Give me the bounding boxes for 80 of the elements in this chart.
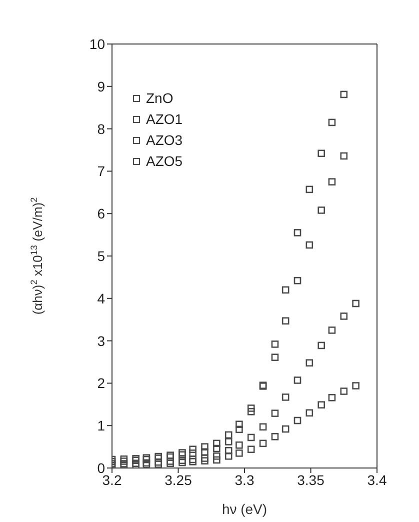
point (178, 449, 186, 456)
point (236, 420, 243, 428)
point (352, 382, 360, 390)
point (236, 450, 243, 457)
y-tick-label: 2 (97, 375, 106, 392)
point (306, 409, 314, 417)
point (236, 426, 243, 434)
point (318, 401, 325, 408)
point (224, 446, 232, 454)
y-tick-label: 10 (89, 36, 106, 52)
point (328, 394, 336, 402)
point (120, 455, 128, 463)
point (282, 317, 290, 325)
x-tick-label: 3.3 (234, 472, 254, 488)
y-tick-label: 5 (97, 248, 106, 264)
point (247, 446, 255, 453)
point (178, 458, 186, 466)
point (213, 456, 220, 464)
point (247, 434, 255, 442)
point (154, 460, 162, 468)
point (294, 376, 302, 384)
point (189, 446, 196, 453)
point (189, 456, 196, 464)
point (189, 458, 196, 466)
point (318, 206, 325, 214)
x-tick-label: 3.35 (297, 472, 325, 488)
point (271, 410, 279, 417)
point (340, 152, 348, 160)
legend-label: AZO5 (146, 152, 183, 171)
point (247, 408, 255, 416)
point (259, 423, 267, 431)
point (282, 394, 290, 401)
point (340, 388, 348, 395)
point (294, 229, 302, 236)
point (318, 342, 325, 350)
point (236, 441, 243, 449)
y-tick-label: 7 (97, 163, 106, 180)
point (178, 456, 186, 464)
point (154, 452, 162, 460)
point (271, 340, 279, 348)
point (247, 404, 255, 412)
point (318, 150, 325, 158)
point (294, 416, 302, 424)
point (142, 456, 150, 464)
legend-label: AZO3 (146, 131, 183, 150)
point (340, 90, 348, 98)
point (224, 452, 232, 460)
point (340, 312, 348, 320)
point (306, 241, 314, 249)
point (201, 443, 208, 450)
point (328, 326, 336, 334)
y-tick-label: 3 (97, 332, 106, 349)
y-tick-label: 8 (97, 120, 106, 137)
point (328, 118, 336, 126)
point (282, 286, 290, 294)
point (294, 276, 302, 284)
y-tick-label: 1 (97, 418, 106, 434)
point (201, 448, 208, 456)
y-tick-label: 6 (97, 206, 106, 222)
point (306, 186, 314, 194)
point (224, 431, 232, 439)
legend-label: ZnO (146, 89, 174, 108)
x-tick-label: 3.4 (367, 472, 387, 488)
point (306, 359, 314, 366)
y-tick-label: 9 (97, 78, 106, 94)
x-tick-label: 3.25 (164, 472, 192, 488)
point (213, 452, 220, 460)
x-axis-title: hν (eV) (222, 501, 268, 517)
point (213, 444, 220, 452)
point (259, 440, 267, 448)
point (282, 425, 290, 433)
point (328, 178, 336, 186)
point (224, 438, 232, 446)
point (271, 432, 279, 440)
point (213, 440, 220, 448)
point (271, 354, 279, 361)
y-tick-label: 4 (97, 290, 106, 306)
point (352, 300, 360, 308)
point (201, 457, 208, 464)
legend-label: AZO1 (146, 110, 183, 129)
